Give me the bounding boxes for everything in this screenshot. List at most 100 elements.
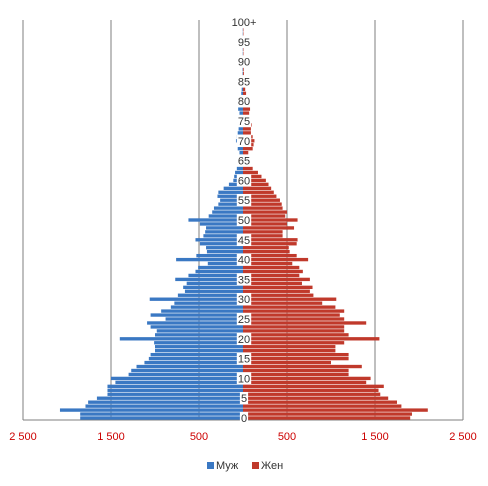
bar-male-age-44 [199,242,243,246]
bar-male-age-4 [88,400,244,404]
bar-male-age-14 [144,360,243,365]
bar-female-age-27 [243,309,345,313]
bar-female-age-51 [243,214,286,218]
bar-male-age-39 [207,261,243,266]
bar-male-age-7 [107,388,243,392]
y-label-bg-13 [236,154,252,167]
y-tick-label-0: 0 [241,413,247,425]
bar-female-age-53 [243,206,283,210]
bar-male-age-34 [186,281,243,286]
bar-female-age-30 [243,297,337,301]
bar-male-age-0 [80,416,243,420]
x-tick-label-5: 2 500 [449,431,477,443]
y-tick-label-7: 35 [238,274,250,286]
bar-male-age-38 [198,265,243,270]
legend: Муж Жен [207,460,283,472]
bar-male-age-43 [206,246,243,250]
bar-female-age-57 [243,190,274,194]
bar-male-age-56 [217,194,243,198]
bar-female-age-48 [243,226,295,230]
y-label-bg-7 [236,273,252,286]
legend-swatch-female [252,462,259,469]
bar-male-age-9 [115,380,243,385]
bar-male-age-26 [150,313,243,317]
x-tick-label-4: 1 500 [361,431,389,443]
bar-female-age-19 [243,341,345,345]
bar-female-age-42 [243,250,290,254]
y-tick-label-15: 75 [238,116,250,128]
bar-female-age-10 [243,376,371,381]
x-tick-label-1: 1 500 [97,431,125,443]
bar-female-age-28 [243,305,336,309]
bar-female-age-9 [243,380,367,385]
bar-female-age-61 [243,174,262,179]
y-label-bg-18 [236,55,252,68]
y-label-bg-0 [239,412,249,425]
bar-female-age-23 [243,325,345,329]
y-tick-label-10: 50 [238,215,250,227]
bar-female-age-55 [243,198,280,202]
bar-female-age-62 [243,170,258,175]
bar-female-age-77 [243,111,250,115]
y-tick-label-17: 85 [238,76,250,88]
bar-male-age-5 [96,396,243,400]
bar-male-age-27 [161,309,243,313]
bar-male-age-41 [196,253,243,258]
y-tick-label-2: 10 [238,373,250,385]
bar-female-age-12 [243,368,349,373]
x-axis-labels: 2 500 1 500 500 500 1 500 2 500 [9,431,477,443]
bar-female-age-67 [243,150,249,155]
bar-male-age-1 [80,412,243,416]
bar-female-age-52 [243,210,287,214]
bar-male-age-28 [170,305,243,309]
bar-female-age-26 [243,313,340,317]
bar-male-age-78 [238,107,243,111]
bar-female-age-47 [243,230,283,234]
bar-male-age-83 [241,87,243,91]
bar-male-age-49 [199,222,243,226]
bar-male-age-25 [165,317,243,321]
bar-female-age-60 [243,178,266,183]
x-tick-label-0: 2 500 [9,431,37,443]
bar-female-age-82 [243,91,247,95]
y-tick-label-18: 90 [238,57,250,69]
bar-female-age-6 [243,392,381,396]
bar-female-age-8 [243,384,384,389]
bar-female-age-13 [243,364,362,369]
y-label-bg-14 [236,134,252,147]
bar-male-age-30 [149,297,243,301]
legend-swatch-male [207,462,214,469]
bar-male-age-37 [195,269,243,274]
bar-male-age-3 [85,404,243,408]
y-label-bg-10 [236,214,252,226]
y-tick-label-3: 15 [238,354,250,366]
bar-female-age-29 [243,301,323,305]
y-label-bg-16 [236,95,252,108]
bar-male-age-73 [238,127,243,131]
bar-female-age-41 [243,253,297,258]
bar-female-age-78 [243,107,251,111]
y-tick-label-9: 45 [238,235,250,247]
bar-male-age-57 [218,190,243,194]
bar-female-age-43 [243,246,289,250]
bar-male-age-52 [212,210,243,214]
bar-female-age-83 [243,87,246,91]
y-tick-label-11: 55 [238,195,250,207]
y-label-bg-5 [236,313,252,326]
bar-male-age-20 [119,337,243,341]
y-tick-label-14: 70 [238,136,250,148]
y-tick-label-13: 65 [238,156,250,168]
bar-male-age-12 [131,368,243,373]
bar-female-age-34 [243,281,302,286]
y-tick-label-8: 40 [238,255,250,267]
y-tick-label-6: 30 [238,294,250,306]
y-label-bg-11 [236,194,252,207]
bar-female-age-49 [243,222,287,226]
bar-female-age-40 [243,257,309,262]
bar-male-age-31 [177,293,243,297]
bar-female-age-31 [243,293,314,297]
bar-male-age-32 [184,289,243,293]
bar-female-age-37 [243,269,303,274]
bar-female-age-46 [243,234,283,238]
